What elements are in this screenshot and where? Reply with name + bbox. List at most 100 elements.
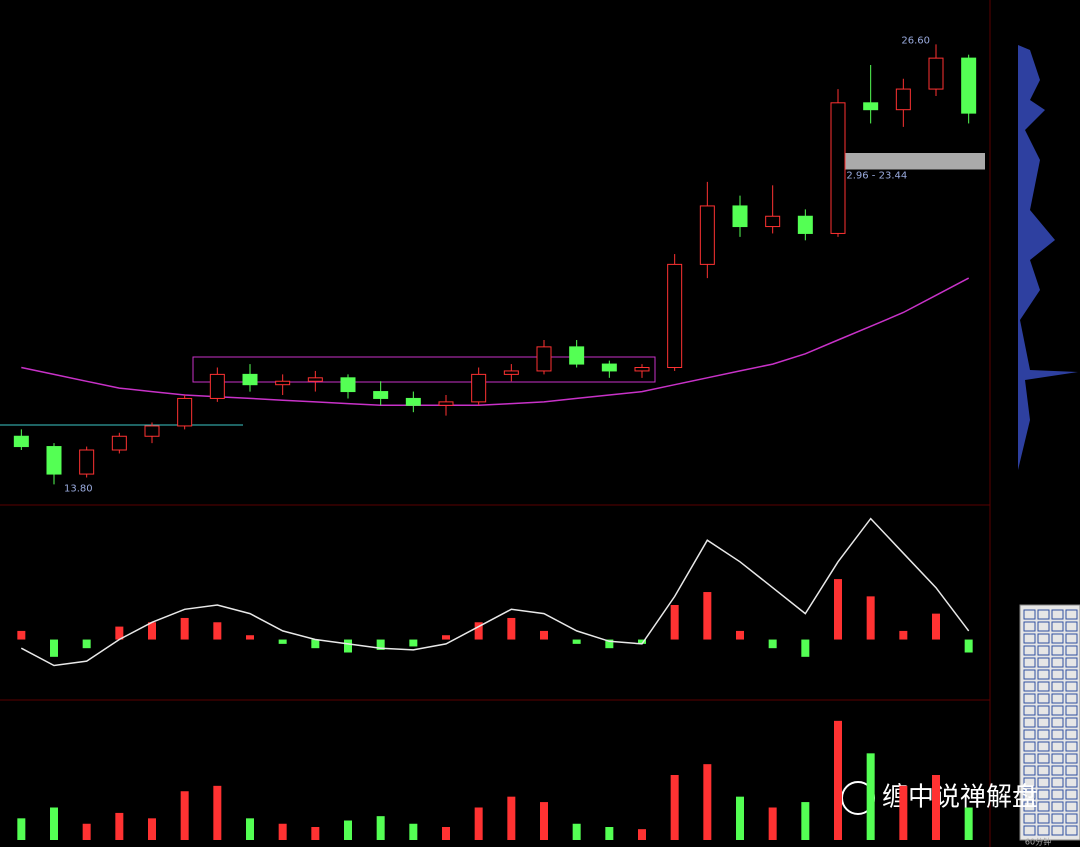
tool-button[interactable]: [1023, 669, 1036, 680]
tool-button[interactable]: [1065, 825, 1078, 836]
tool-button[interactable]: [1051, 741, 1064, 752]
tool-button[interactable]: [1051, 681, 1064, 692]
tool-button[interactable]: [1051, 717, 1064, 728]
tool-button[interactable]: [1037, 789, 1050, 800]
tool-button[interactable]: [1051, 753, 1064, 764]
tool-button[interactable]: [1051, 777, 1064, 788]
candle-body: [144, 425, 160, 437]
tool-button[interactable]: [1051, 657, 1064, 668]
tool-button[interactable]: [1037, 645, 1050, 656]
tool-button[interactable]: [1065, 669, 1078, 680]
candle-body: [209, 373, 225, 399]
tool-button[interactable]: [1023, 825, 1036, 836]
tool-button[interactable]: [1065, 813, 1078, 824]
tool-button[interactable]: [1051, 705, 1064, 716]
tool-button[interactable]: [1037, 741, 1050, 752]
tool-button[interactable]: [1023, 645, 1036, 656]
bar: [866, 753, 875, 840]
drawing-toolbar: [1019, 604, 1080, 841]
tool-button[interactable]: [1037, 705, 1050, 716]
tool-button[interactable]: [1037, 633, 1050, 644]
tool-button[interactable]: [1037, 753, 1050, 764]
tool-button[interactable]: [1065, 645, 1078, 656]
bar: [344, 820, 352, 840]
tool-button[interactable]: [1051, 801, 1064, 812]
tool-button[interactable]: [1051, 669, 1064, 680]
tool-button[interactable]: [1065, 621, 1078, 632]
high-label: 26.60: [901, 35, 930, 46]
tool-button[interactable]: [1037, 693, 1050, 704]
tool-button[interactable]: [1023, 741, 1036, 752]
bar: [115, 812, 124, 840]
tool-button[interactable]: [1037, 825, 1050, 836]
tool-button[interactable]: [1065, 789, 1078, 800]
candle-body: [438, 401, 454, 406]
tool-button[interactable]: [1023, 633, 1036, 644]
tool-button[interactable]: [1023, 777, 1036, 788]
tool-button[interactable]: [1023, 729, 1036, 740]
tool-button[interactable]: [1037, 609, 1050, 620]
candle-body: [601, 363, 617, 372]
tool-button[interactable]: [1037, 765, 1050, 776]
tool-button[interactable]: [1065, 765, 1078, 776]
tool-button[interactable]: [1023, 801, 1036, 812]
tool-button[interactable]: [1065, 777, 1078, 788]
bar: [376, 639, 385, 650]
tool-button[interactable]: [1051, 609, 1064, 620]
tool-button[interactable]: [1051, 621, 1064, 632]
price-band: [833, 153, 985, 170]
volume-profile: [1018, 45, 1078, 470]
tool-button[interactable]: [1037, 777, 1050, 788]
tool-button[interactable]: [1051, 765, 1064, 776]
bar: [148, 622, 156, 640]
tool-button[interactable]: [1065, 729, 1078, 740]
bar: [278, 639, 287, 644]
tool-button[interactable]: [1023, 681, 1036, 692]
tool-button[interactable]: [1023, 657, 1036, 668]
tool-button[interactable]: [1023, 717, 1036, 728]
consolidation-box: [192, 356, 656, 383]
tool-button[interactable]: [1037, 729, 1050, 740]
tool-button[interactable]: [1065, 633, 1078, 644]
tool-button[interactable]: [1037, 621, 1050, 632]
tool-button[interactable]: [1051, 825, 1064, 836]
tool-button[interactable]: [1065, 705, 1078, 716]
tool-button[interactable]: [1037, 669, 1050, 680]
tool-button[interactable]: [1065, 753, 1078, 764]
tool-button[interactable]: [1051, 789, 1064, 800]
tool-button[interactable]: [1065, 657, 1078, 668]
tool-button[interactable]: [1051, 729, 1064, 740]
tool-button[interactable]: [1023, 789, 1036, 800]
tool-button[interactable]: [1023, 753, 1036, 764]
tool-button[interactable]: [1037, 801, 1050, 812]
tool-button[interactable]: [1037, 717, 1050, 728]
tool-button[interactable]: [1065, 801, 1078, 812]
tool-button[interactable]: [1065, 681, 1078, 692]
candle-body: [928, 57, 944, 90]
candle-body: [471, 373, 487, 403]
tool-button[interactable]: [1037, 681, 1050, 692]
tool-button[interactable]: [1023, 705, 1036, 716]
tool-button[interactable]: [1023, 609, 1036, 620]
tool-button[interactable]: [1037, 813, 1050, 824]
tool-button[interactable]: [1051, 813, 1064, 824]
tool-button[interactable]: [1051, 633, 1064, 644]
tool-button[interactable]: [1051, 645, 1064, 656]
candle-body: [536, 346, 552, 372]
tool-button[interactable]: [1023, 693, 1036, 704]
tool-button[interactable]: [1065, 717, 1078, 728]
tool-button[interactable]: [1023, 621, 1036, 632]
tool-button[interactable]: [1065, 609, 1078, 620]
tool-button[interactable]: [1023, 765, 1036, 776]
tool-button[interactable]: [1037, 657, 1050, 668]
toolbar-buttons: [1023, 609, 1078, 836]
tool-button[interactable]: [1065, 693, 1078, 704]
tool-button[interactable]: [1023, 813, 1036, 824]
tool-button[interactable]: [1051, 693, 1064, 704]
bar: [834, 720, 842, 840]
bar: [213, 785, 222, 840]
tool-button[interactable]: [1065, 741, 1078, 752]
bar: [474, 622, 483, 640]
